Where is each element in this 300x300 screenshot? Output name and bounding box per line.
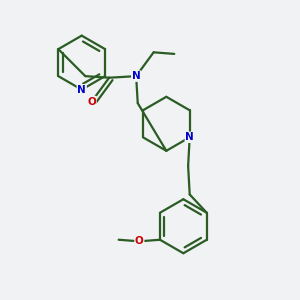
Text: N: N (185, 132, 194, 142)
Text: N: N (132, 71, 140, 81)
Text: N: N (77, 85, 86, 94)
Text: O: O (135, 236, 144, 246)
Text: O: O (87, 97, 96, 106)
